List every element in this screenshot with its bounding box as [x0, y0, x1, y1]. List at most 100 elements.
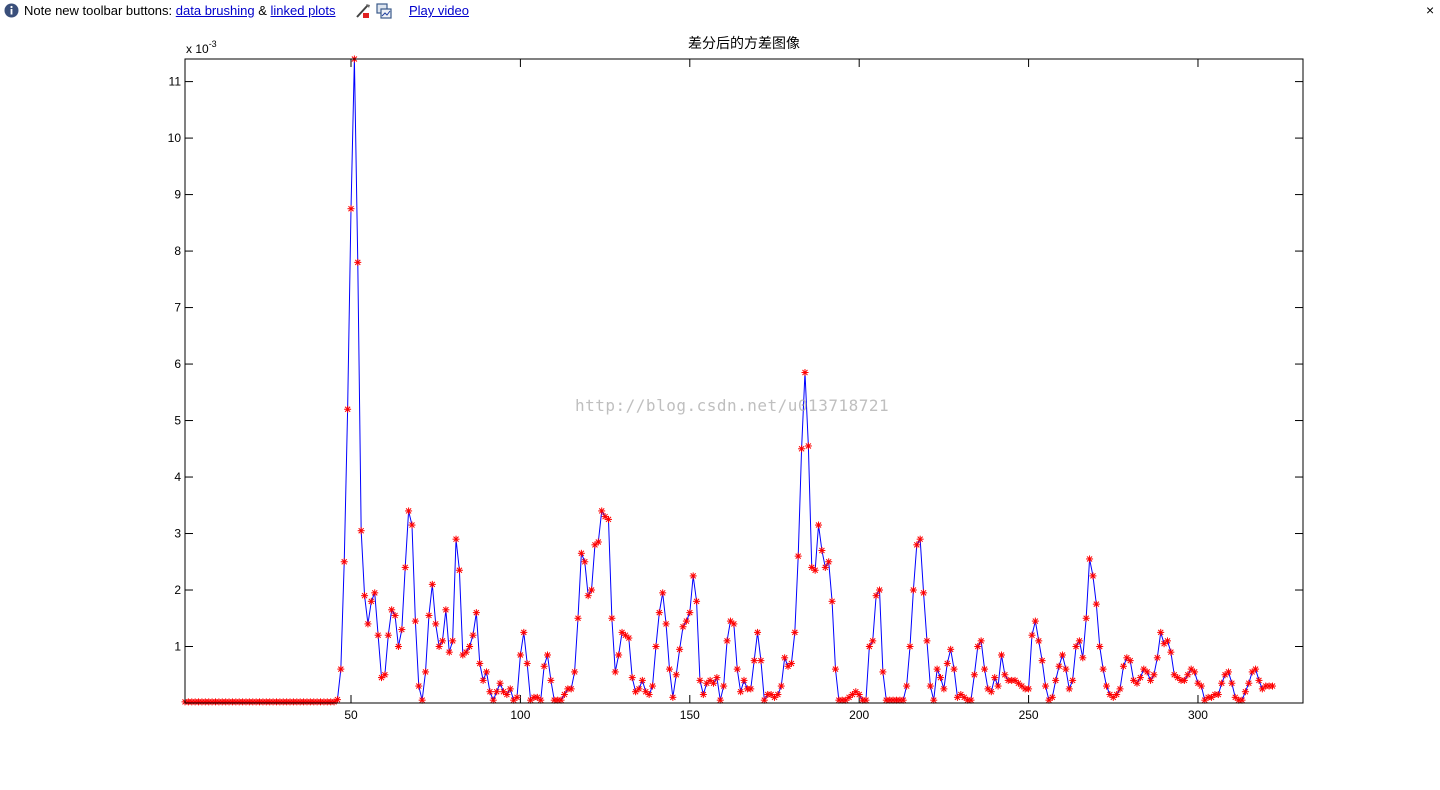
data-point [1163, 637, 1171, 645]
data-point [388, 606, 396, 614]
brush-icon[interactable] [354, 2, 372, 20]
data-point [1113, 691, 1121, 699]
data-point [750, 657, 758, 665]
data-point [503, 691, 511, 699]
data-point [974, 643, 982, 651]
notice-prefix: Note new toolbar buttons: [24, 3, 173, 18]
data-point [970, 671, 978, 679]
data-point [635, 685, 643, 693]
data-point [1214, 691, 1222, 699]
data-point [977, 637, 985, 645]
data-point [876, 586, 884, 594]
data-point [598, 507, 606, 515]
data-point [652, 643, 660, 651]
data-point [950, 665, 958, 673]
data-point [686, 609, 694, 617]
data-point [357, 527, 365, 535]
data-point [361, 592, 369, 600]
data-point [1025, 685, 1033, 693]
data-point [1184, 671, 1192, 679]
data-point [472, 609, 480, 617]
data-point [916, 535, 924, 543]
data-point [1092, 600, 1100, 608]
data-point [1089, 572, 1097, 580]
data-point [1126, 657, 1134, 665]
data-point [608, 614, 616, 622]
data-point [1028, 631, 1036, 639]
data-point [872, 592, 880, 600]
data-point [466, 643, 474, 651]
data-point [981, 665, 989, 673]
data-point [330, 698, 338, 706]
data-point [903, 682, 911, 690]
data-point [476, 659, 484, 667]
linked-plots-link[interactable]: linked plots [270, 3, 336, 18]
data-point [1123, 654, 1131, 662]
data-point [584, 592, 592, 600]
data-point [760, 696, 768, 704]
data-point [1031, 617, 1039, 625]
data-point [716, 696, 724, 704]
data-point [774, 691, 782, 699]
data-point [398, 626, 406, 634]
data-point [1143, 668, 1151, 676]
data-point [1042, 682, 1050, 690]
data-point [520, 628, 528, 636]
data-point [638, 676, 646, 684]
data-brushing-link[interactable]: data brushing [175, 3, 255, 18]
data-point [1116, 685, 1124, 693]
data-point [991, 674, 999, 682]
data-point [659, 589, 667, 597]
data-point [787, 659, 795, 667]
data-point [906, 643, 914, 651]
data-point [699, 691, 707, 699]
data-point [1099, 665, 1107, 673]
data-point [1103, 682, 1111, 690]
x-tick-label: 150 [680, 708, 700, 722]
data-point [432, 620, 440, 628]
y-tick-label: 5 [174, 414, 181, 428]
data-point [669, 693, 677, 701]
data-point [997, 651, 1005, 659]
data-point [940, 685, 948, 693]
x-tick-label: 250 [1019, 708, 1039, 722]
data-point [1096, 643, 1104, 651]
data-point [713, 674, 721, 682]
play-video-link[interactable]: Play video [409, 3, 469, 18]
data-point [798, 445, 806, 453]
data-point [831, 665, 839, 673]
data-point [594, 538, 602, 546]
close-icon[interactable]: × [1426, 2, 1435, 18]
data-point [933, 665, 941, 673]
linked-plots-icon[interactable] [375, 2, 393, 20]
y-tick-label: 7 [174, 301, 181, 315]
data-point [1079, 654, 1087, 662]
data-point [791, 628, 799, 636]
data-point [506, 685, 514, 693]
watermark: http://blog.csdn.net/u013718721 [575, 396, 890, 415]
data-point [340, 558, 348, 566]
data-point [923, 637, 931, 645]
data-point [794, 552, 802, 560]
y-tick-label: 1 [174, 640, 181, 654]
data-point [733, 665, 741, 673]
data-point [676, 645, 684, 653]
data-point [943, 659, 951, 667]
data-point [723, 637, 731, 645]
data-point [811, 566, 819, 574]
data-point [1035, 637, 1043, 645]
data-point [730, 620, 738, 628]
data-point [828, 597, 836, 605]
data-point [479, 676, 487, 684]
x-tick-label: 50 [344, 708, 358, 722]
y-tick-label: 9 [174, 188, 181, 202]
data-point [445, 648, 453, 656]
data-point [815, 521, 823, 529]
data-point [422, 668, 430, 676]
data-point [693, 597, 701, 605]
data-point [781, 654, 789, 662]
plot-area-frame [184, 58, 1304, 704]
data-point [611, 668, 619, 676]
data-point [1065, 685, 1073, 693]
